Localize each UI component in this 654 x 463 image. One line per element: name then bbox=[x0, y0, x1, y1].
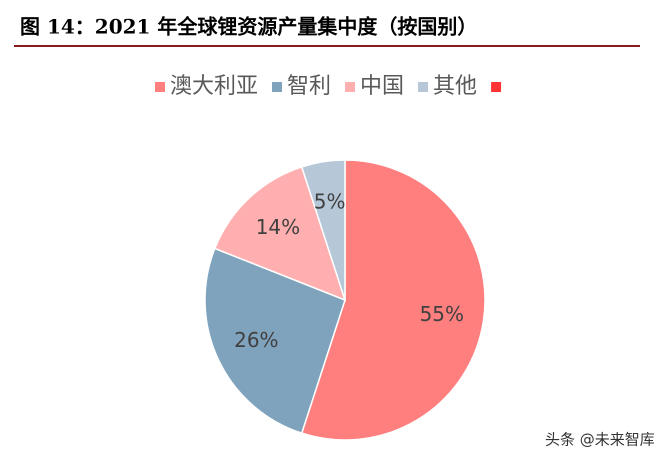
pie-slice bbox=[204, 247, 346, 435]
data-label: 14% bbox=[256, 215, 300, 239]
legend-swatch bbox=[345, 82, 356, 92]
data-label: 55% bbox=[420, 302, 464, 326]
legend-label: 中国 bbox=[360, 74, 404, 99]
legend-swatch bbox=[491, 82, 502, 92]
legend-swatch bbox=[272, 82, 283, 92]
legend-label: 澳大利亚 bbox=[170, 74, 258, 99]
legend-label: 其他 bbox=[433, 74, 477, 99]
data-label: 5% bbox=[314, 190, 346, 214]
watermark: 头条 @未来智库 bbox=[545, 431, 654, 449]
legend-swatch bbox=[418, 82, 429, 92]
pie-slice bbox=[300, 159, 346, 301]
legend-swatch bbox=[155, 82, 165, 92]
data-label: 26% bbox=[234, 328, 278, 352]
legend: 澳大利亚 智利 中国 其他 bbox=[155, 74, 502, 99]
pie-slice bbox=[300, 159, 486, 441]
legend-label: 智利 bbox=[287, 74, 331, 99]
pie: 55% 26% 14% 5% bbox=[204, 159, 486, 441]
chart-title: 图 14：2021 年全球锂资源产量集中度（按国别） bbox=[20, 15, 477, 39]
